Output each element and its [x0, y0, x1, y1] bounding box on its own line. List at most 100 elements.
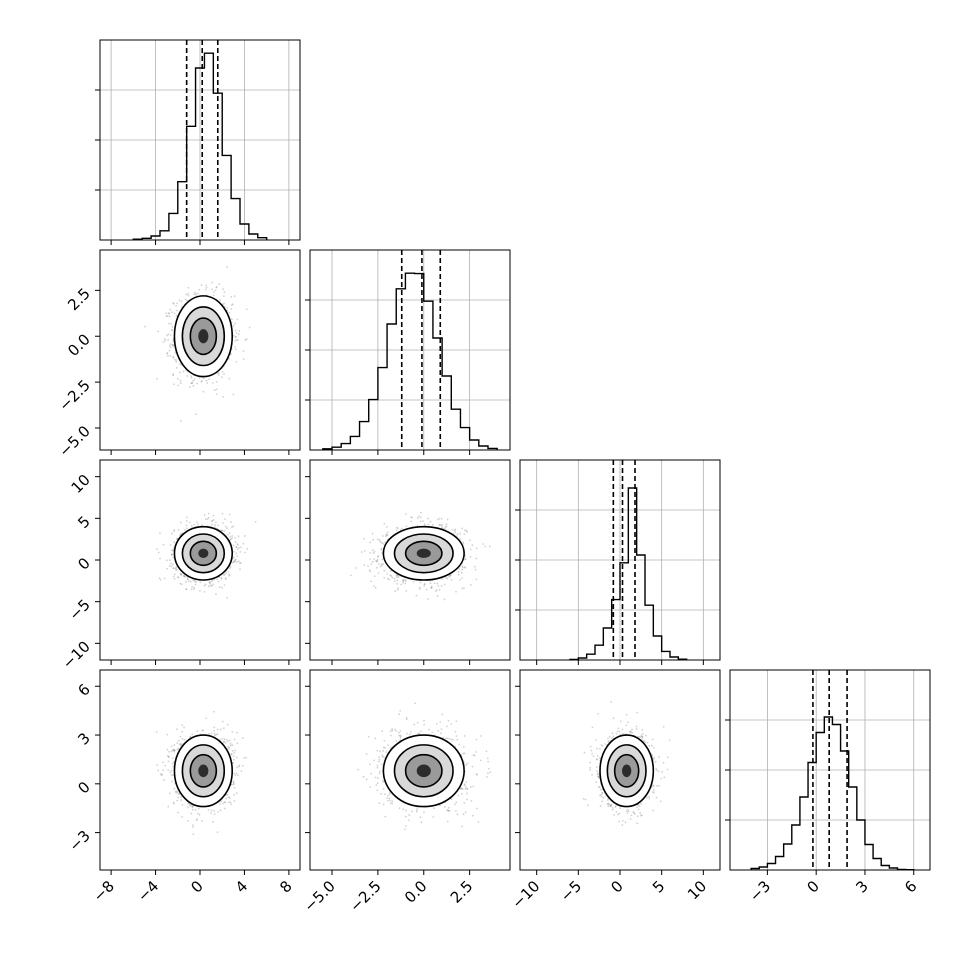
scatter-point [205, 286, 208, 289]
scatter-point [205, 379, 208, 382]
scatter-point [168, 565, 171, 567]
scatter-point [239, 561, 242, 564]
scatter-point [228, 377, 231, 380]
scatter-point [233, 782, 235, 785]
scatter-point [165, 559, 168, 562]
scatter-point [183, 575, 186, 578]
scatter-point [168, 312, 171, 315]
scatter-point [463, 533, 466, 535]
scatter-point [455, 590, 457, 593]
scatter-point [435, 589, 438, 592]
scatter-point [163, 577, 166, 580]
scatter-point [369, 570, 372, 573]
scatter-point [380, 548, 383, 551]
panel-contents [144, 266, 251, 422]
scatter-point [193, 586, 196, 589]
scatter-point [410, 516, 413, 518]
contour-line [189, 540, 218, 567]
scatter-point [165, 315, 168, 318]
scatter-point [475, 547, 478, 550]
scatter-point [180, 573, 183, 576]
scatter-point [235, 772, 238, 775]
scatter-point [175, 359, 178, 362]
scatter-point [418, 586, 421, 589]
scatter-point [177, 576, 179, 579]
scatter-point [185, 293, 188, 296]
scatter-point [207, 585, 210, 588]
x-tick-label: −3 [746, 877, 774, 905]
scatter-point [180, 300, 183, 303]
scatter-point [386, 577, 389, 580]
scatter-point [369, 558, 371, 560]
y-tick-label: −5.0 [55, 422, 93, 460]
scatter-point [182, 370, 185, 373]
scatter-point [175, 366, 178, 369]
scatter-point [189, 580, 192, 583]
scatter-point [465, 529, 468, 532]
scatter-point [169, 354, 172, 357]
scatter-point [441, 527, 444, 529]
scatter-point [234, 559, 237, 561]
scatter-point [389, 574, 392, 577]
scatter-point [229, 353, 232, 356]
scatter-point [216, 372, 219, 375]
scatter-point [234, 536, 237, 539]
scatter-point [185, 524, 188, 527]
scatter-point [395, 574, 398, 576]
scatter-point [371, 560, 374, 563]
scatter-point [459, 532, 462, 535]
scatter-point [446, 577, 449, 580]
scatter-point [170, 553, 173, 556]
scatter-point [427, 597, 429, 600]
scatter-point [169, 346, 172, 349]
scatter-point [394, 590, 397, 592]
scatter-point [203, 584, 206, 587]
scatter-point [386, 531, 389, 534]
scatter-point [210, 584, 213, 587]
scatter-point [170, 311, 173, 314]
scatter-point [404, 578, 406, 581]
scatter-point [462, 566, 464, 569]
scatter-point [235, 338, 238, 341]
scatter-point [430, 585, 433, 588]
scatter-point [187, 286, 190, 289]
scatter-point [227, 533, 229, 536]
scatter-point [238, 546, 240, 549]
scatter-point [175, 360, 178, 363]
scatter-point [385, 534, 388, 537]
scatter-point [231, 744, 234, 746]
histogram-step-line [750, 716, 915, 871]
scatter-point [172, 343, 174, 346]
scatter-point [461, 527, 464, 530]
scatter-point [222, 522, 224, 524]
scatter-point [239, 562, 241, 565]
scatter-point [232, 393, 235, 396]
scatter-point [228, 513, 231, 516]
scatter-point [211, 281, 213, 284]
scatter-point [158, 577, 161, 580]
scatter-point [466, 531, 468, 533]
scatter-point [390, 575, 393, 577]
scatter-point [469, 584, 472, 586]
scatter-point [176, 538, 178, 540]
scatter-point [179, 521, 182, 524]
panel-contents [156, 512, 257, 599]
scatter-point [173, 749, 176, 752]
scatter-point [350, 574, 352, 577]
scatter-point [440, 525, 443, 527]
scatter-point [382, 563, 384, 565]
scatter-point [191, 382, 194, 384]
scatter-point [238, 765, 240, 768]
scatter-point [226, 793, 229, 796]
scatter-point [171, 325, 174, 328]
panel-contents [350, 511, 491, 601]
scatter-point [212, 583, 215, 586]
scatter-point [170, 750, 173, 753]
scatter-point [222, 295, 225, 298]
scatter-point [171, 532, 173, 535]
scatter-point [437, 585, 440, 587]
contour-line [393, 533, 454, 574]
scatter-point [434, 590, 437, 592]
contour-line [173, 525, 234, 581]
scatter-point [402, 579, 405, 582]
